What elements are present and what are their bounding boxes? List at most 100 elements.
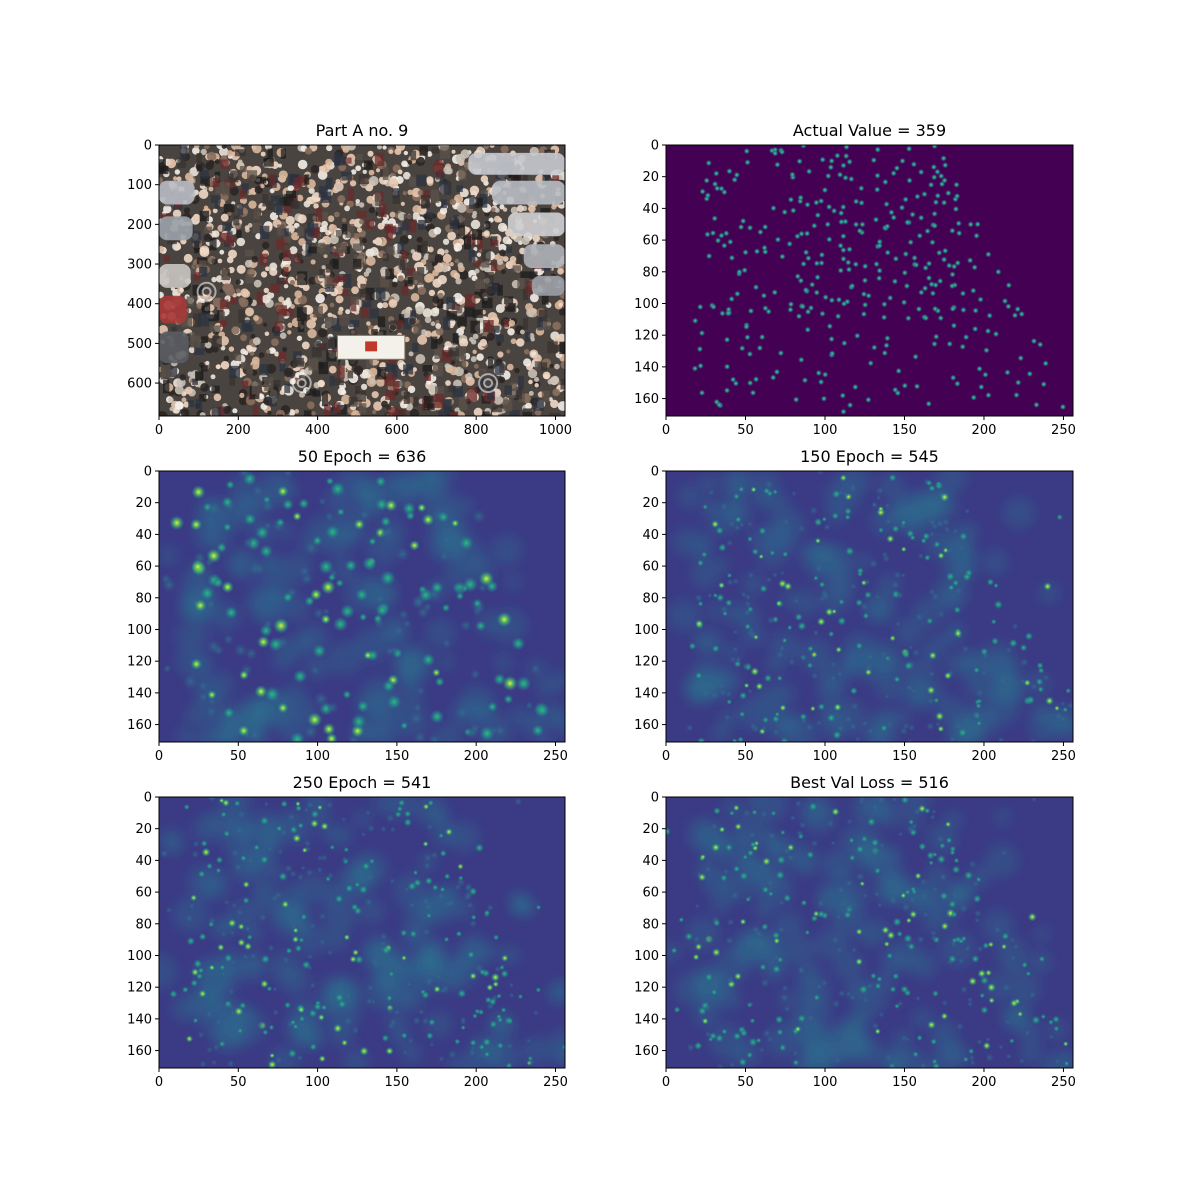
- density-peak: [957, 545, 963, 552]
- density-peak: [256, 1021, 266, 1031]
- density-peak: [763, 673, 773, 683]
- photo-clothing: [402, 222, 411, 231]
- density-peak: [386, 994, 393, 1002]
- photo-person: [328, 224, 338, 233]
- density-peak: [400, 929, 408, 937]
- density-peak: [759, 963, 767, 971]
- density-peak: [993, 582, 999, 589]
- density-peak: [973, 909, 982, 918]
- x-tick-label: 150: [384, 1075, 409, 1090]
- photo-clothing: [490, 376, 499, 384]
- photo-clothing: [435, 159, 443, 166]
- density-peak: [779, 570, 786, 576]
- photo-clothing: [505, 304, 516, 312]
- density-peak: [259, 544, 274, 559]
- density-peak: [943, 525, 951, 534]
- density-peak: [436, 891, 446, 901]
- photo-person: [248, 200, 257, 209]
- photo-person: [550, 399, 559, 409]
- density-peak: [333, 1023, 343, 1033]
- density-peak: [875, 486, 885, 495]
- density-peak: [464, 882, 473, 891]
- photo-person: [287, 185, 294, 192]
- photo-person: [180, 408, 190, 416]
- photo-person: [159, 245, 165, 253]
- density-peak: [666, 827, 672, 836]
- density-peak: [220, 970, 227, 978]
- density-peak: [456, 586, 466, 596]
- density-peak: [326, 949, 333, 956]
- density-peak: [229, 930, 236, 936]
- density-point: [940, 199, 948, 206]
- photo-clothing: [494, 362, 504, 376]
- density-peak: [875, 494, 882, 501]
- density-peak: [389, 645, 400, 656]
- density-peak: [298, 937, 305, 943]
- density-peak: [267, 944, 275, 952]
- density-peak: [946, 959, 954, 966]
- density-peak: [459, 619, 472, 632]
- density-peak: [747, 688, 753, 694]
- density-point: [887, 294, 894, 302]
- density-haze-blob: [825, 1024, 846, 1046]
- density-peak: [772, 931, 781, 940]
- density-point: [874, 172, 881, 179]
- photo-clothing: [439, 180, 450, 194]
- density-point: [1030, 337, 1038, 345]
- photo-clothing: [371, 329, 378, 338]
- density-peak: [267, 1060, 277, 1068]
- density-haze-blob: [982, 549, 1009, 576]
- photo-person: [353, 365, 364, 376]
- density-peak: [704, 1030, 712, 1038]
- panel-0: Part A no. 90 200 400 600 800 100001002003004…: [127, 121, 572, 438]
- photo-clothing: [335, 156, 346, 166]
- density-point: [713, 170, 720, 177]
- y-tick-label: 20: [642, 170, 659, 185]
- photo-person: [417, 189, 425, 197]
- density-peak: [704, 973, 714, 982]
- density-peak: [936, 854, 946, 864]
- photo-person: [560, 360, 565, 369]
- density-peak: [275, 517, 285, 528]
- density-haze-blob: [699, 474, 719, 495]
- density-peak: [417, 503, 427, 513]
- density-peak: [879, 842, 885, 849]
- photo-person: [415, 156, 426, 166]
- density-peak: [731, 738, 738, 742]
- photo-person: [493, 395, 504, 405]
- photo-car: [492, 180, 565, 205]
- photo-clothing: [522, 287, 529, 301]
- density-point: [698, 329, 706, 337]
- density-peak: [268, 636, 284, 652]
- density-peak: [317, 1013, 325, 1021]
- photo-clothing: [425, 374, 431, 381]
- photo-person: [170, 286, 176, 292]
- density-peak: [508, 992, 515, 999]
- density-peak: [974, 917, 980, 923]
- density-peak: [229, 1010, 236, 1016]
- density-point: [1026, 370, 1033, 378]
- photo-clothing: [377, 316, 386, 328]
- photo-clothing: [434, 347, 443, 359]
- density-peak: [435, 973, 442, 980]
- photo-person: [251, 369, 258, 376]
- x-tick-label: 100: [813, 749, 838, 764]
- photo-clothing: [484, 272, 494, 284]
- photo-clothing: [485, 221, 491, 230]
- density-peak: [813, 575, 819, 581]
- watermark-icon: [196, 281, 217, 302]
- photo-clothing: [234, 149, 246, 157]
- photo-person: [453, 242, 463, 252]
- density-peak: [511, 636, 526, 651]
- photo-clothing: [348, 320, 360, 328]
- density-peak: [220, 811, 227, 818]
- density-peak: [183, 803, 190, 811]
- density-peak: [968, 1048, 975, 1055]
- density-point: [931, 174, 938, 181]
- density-peak: [356, 699, 370, 713]
- density-peak: [891, 580, 900, 589]
- density-peak: [953, 629, 963, 638]
- density-point: [746, 379, 754, 387]
- density-peak: [805, 722, 814, 732]
- density-peak: [466, 901, 474, 909]
